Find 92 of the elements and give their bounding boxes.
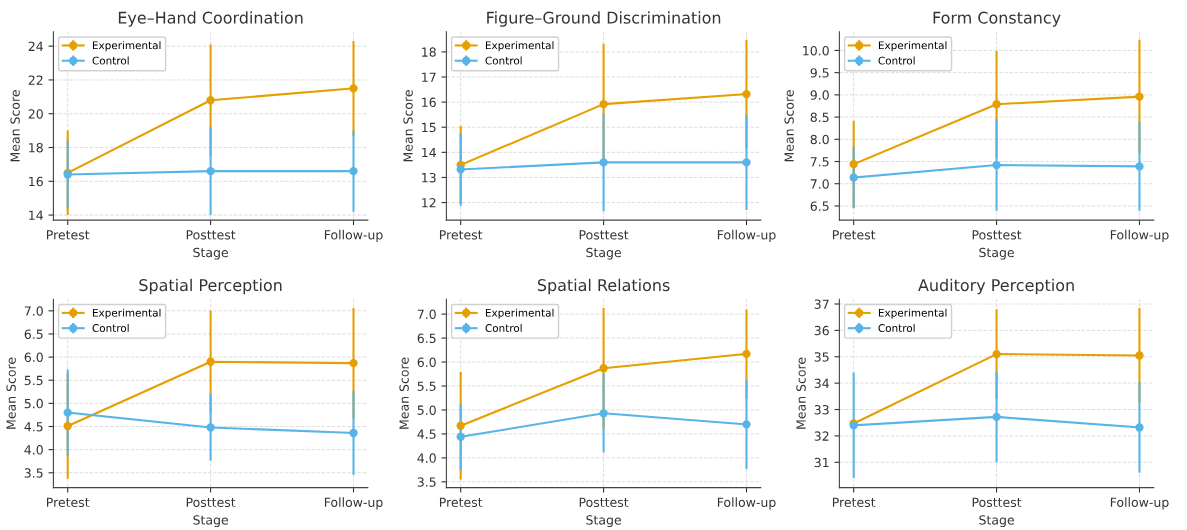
chart-title: Spatial Relations — [537, 278, 670, 295]
legend-label: Control — [878, 56, 915, 65]
y-tick-label: 6.0 — [417, 357, 436, 367]
x-tick-label: Posttest — [186, 230, 236, 240]
x-tick-label: Posttest — [579, 230, 629, 240]
y-tick-label: 3.5 — [24, 468, 43, 478]
y-tick-label: 15 — [422, 122, 436, 133]
y-tick-label: 10.0 — [803, 45, 829, 56]
y-tick-label: 6.5 — [24, 329, 43, 339]
y-tick-label: 7.0 — [810, 179, 829, 189]
x-tick-label: Posttest — [972, 497, 1022, 507]
y-tick-label: 13 — [422, 172, 436, 183]
x-axis-title: Stage — [979, 515, 1014, 528]
y-axis-title: Mean Score — [10, 90, 20, 162]
legend-label: Control — [878, 323, 915, 332]
y-axis-title: Mean Score — [796, 357, 806, 429]
y-axis-title: Mean Score — [784, 90, 794, 162]
legend-label: Control — [485, 323, 522, 332]
chart-title: Spatial Perception — [139, 278, 282, 295]
chart-title: Figure–Ground Discrimination — [487, 11, 721, 27]
x-axis-title: Stage — [193, 247, 228, 260]
x-tick-label: Follow-up — [717, 497, 776, 510]
x-tick-label: Pretest — [439, 497, 483, 507]
legend-label: Control — [485, 56, 522, 65]
y-tick-label: 5.0 — [417, 405, 436, 415]
y-tick-label: 5.5 — [417, 381, 436, 391]
y-tick-label: 4.0 — [417, 453, 436, 463]
y-tick-label: 6.5 — [417, 333, 436, 343]
x-tick-label: Posttest — [186, 497, 236, 507]
y-tick-label: 14 — [29, 210, 43, 220]
y-tick-label: 22 — [28, 75, 43, 85]
x-axis-title: Stage — [979, 247, 1014, 260]
y-tick-label: 14 — [422, 147, 436, 158]
y-axis-title: Mean Score — [6, 357, 16, 429]
y-tick-label: 31 — [814, 457, 829, 468]
y-tick-label: 18 — [29, 142, 43, 153]
y-tick-label: 8.5 — [810, 112, 829, 123]
chart-title: Form Constancy — [933, 11, 1061, 27]
legend-label: Experimental — [485, 308, 554, 319]
x-tick-label: Posttest — [579, 497, 629, 507]
y-axis-title: Mean Score — [403, 90, 413, 162]
x-tick-label: Follow-up — [717, 229, 776, 242]
legend-label: Experimental — [92, 41, 161, 52]
y-tick-label: 33 — [814, 404, 829, 415]
x-axis-title: Stage — [586, 247, 621, 260]
y-axis-title: Mean Score — [399, 357, 409, 429]
y-tick-label: 20 — [28, 109, 43, 119]
y-tick-label: 16 — [422, 97, 436, 108]
y-tick-label: 17 — [422, 72, 436, 82]
x-tick-label: Pretest — [47, 497, 90, 507]
y-tick-label: 7.0 — [417, 309, 436, 320]
x-tick-label: Pretest — [832, 497, 876, 507]
legend-label: Experimental — [92, 308, 161, 319]
y-tick-label: 5.5 — [24, 375, 43, 386]
x-tick-label: Follow-up — [1110, 229, 1169, 242]
legend-label: Control — [92, 323, 129, 332]
y-tick-label: 24 — [28, 41, 43, 51]
y-tick-label: 4.0 — [24, 445, 43, 455]
y-tick-label: 36 — [814, 325, 829, 336]
x-axis-title: Stage — [586, 515, 621, 528]
legend-label: Control — [92, 56, 129, 65]
x-tick-label: Pretest — [832, 230, 876, 240]
y-tick-label: 5.0 — [24, 398, 43, 409]
x-tick-label: Pretest — [439, 230, 483, 240]
legend-label: Experimental — [878, 41, 947, 52]
x-tick-label: Follow-up — [324, 229, 383, 242]
y-tick-label: 6.0 — [24, 352, 43, 363]
x-axis-title: Stage — [193, 515, 228, 528]
chart-title: Auditory Perception — [918, 278, 1074, 295]
legend-label: Experimental — [485, 41, 554, 52]
y-tick-label: 4.5 — [24, 422, 43, 432]
y-tick-label: 8.0 — [810, 134, 829, 145]
y-tick-label: 7.0 — [24, 306, 43, 316]
x-tick-label: Posttest — [972, 230, 1022, 240]
chart-title: Eye–Hand Coordination — [118, 11, 303, 27]
y-tick-label: 6.5 — [810, 201, 829, 211]
y-tick-label: 12 — [422, 198, 436, 208]
x-tick-label: Pretest — [47, 230, 90, 240]
y-tick-label: 16 — [29, 176, 43, 187]
y-tick-label: 9.0 — [810, 90, 829, 100]
y-tick-label: 32 — [814, 431, 829, 441]
y-tick-label: 35 — [814, 352, 829, 362]
y-tick-label: 7.5 — [810, 157, 829, 167]
y-tick-label: 34 — [814, 378, 829, 389]
x-tick-label: Follow-up — [324, 497, 383, 510]
y-tick-label: 4.5 — [417, 429, 436, 439]
y-tick-label: 18 — [422, 47, 436, 57]
y-tick-label: 37 — [814, 299, 829, 309]
y-tick-label: 9.5 — [810, 68, 829, 78]
y-tick-label: 3.5 — [417, 477, 436, 487]
legend-label: Experimental — [878, 308, 947, 319]
x-tick-label: Follow-up — [1110, 497, 1169, 510]
